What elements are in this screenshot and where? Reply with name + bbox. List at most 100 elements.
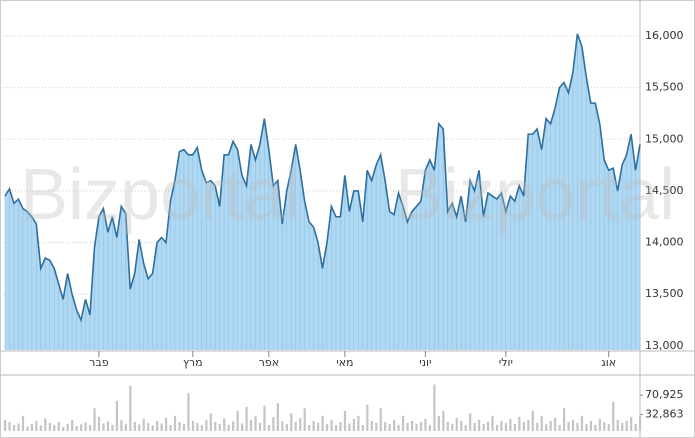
volume-bar — [129, 385, 132, 431]
volume-bar — [330, 419, 333, 431]
volume-bar — [513, 423, 516, 431]
volume-bar — [460, 420, 463, 431]
volume-bar — [191, 420, 195, 431]
volume-bar — [267, 424, 271, 431]
volume-bar — [294, 421, 297, 431]
volume-bar — [93, 408, 96, 431]
volume-bar — [151, 425, 154, 431]
volume-bar — [232, 421, 235, 431]
volume-bar — [187, 393, 190, 431]
volume-bar — [361, 424, 364, 431]
volume-bar — [536, 422, 539, 431]
volume-bar — [455, 417, 458, 431]
volume-bar — [469, 413, 472, 431]
volume-bar — [35, 420, 38, 431]
x-tick-label: מרץ — [183, 356, 203, 369]
volume-bar — [160, 423, 163, 431]
volume-bar — [522, 421, 525, 431]
volume-bar — [500, 420, 503, 431]
volume-bar — [567, 421, 570, 431]
volume-bar — [379, 408, 382, 431]
volume-bar — [388, 423, 391, 431]
volume-bar — [120, 419, 123, 431]
volume-bar — [12, 424, 16, 431]
volume-tick-label: 70,925 — [645, 388, 684, 401]
volume-bar — [124, 423, 127, 431]
volume-bar — [558, 424, 561, 431]
volume-bar — [393, 419, 396, 431]
volume-bar — [88, 424, 92, 431]
volume-bar — [630, 416, 633, 431]
volume-bar — [178, 421, 181, 431]
y-tick-label: 14,000 — [645, 236, 684, 249]
volume-bar — [39, 425, 42, 431]
x-tick-label: יולי — [499, 356, 513, 369]
volume-bar — [236, 410, 239, 431]
volume-bar — [115, 400, 118, 431]
volume-bar — [75, 425, 78, 431]
volume-bar — [276, 403, 279, 431]
volume-bar — [334, 424, 338, 431]
volume-bar — [612, 401, 615, 431]
volume-bar — [196, 422, 199, 431]
volume-bar — [249, 419, 253, 431]
volume-bar — [285, 423, 288, 431]
volume-bar — [562, 408, 566, 431]
volume-bar — [343, 410, 347, 431]
y-tick-label: 16,000 — [645, 29, 684, 42]
volume-bar — [8, 421, 11, 431]
volume-bar — [603, 421, 606, 431]
volume-bar — [576, 422, 579, 431]
volume-bar — [616, 419, 619, 431]
volume-bar — [451, 423, 454, 431]
x-tick-label: מאי — [336, 356, 353, 369]
volume-bar — [263, 405, 266, 431]
volume-tick-label: 32,863 — [645, 407, 684, 420]
volume-bar — [491, 415, 494, 431]
y-tick-label: 14,500 — [645, 184, 684, 197]
volume-bar — [464, 424, 467, 431]
volume-bar — [21, 415, 25, 431]
volume-bar — [540, 415, 543, 431]
volume-bar — [531, 410, 534, 431]
volume-bar — [214, 421, 217, 431]
volume-bar — [241, 423, 244, 431]
volume-bar — [442, 410, 445, 431]
volume-bar — [433, 384, 436, 431]
volume-bar — [312, 420, 315, 431]
volume-bar — [639, 415, 642, 431]
volume-bar — [227, 424, 230, 431]
volume-bar — [509, 418, 512, 431]
volume-bar — [554, 417, 557, 431]
volume-bar — [621, 422, 624, 431]
volume-bar — [223, 418, 226, 431]
volume-bar — [375, 422, 378, 431]
volume-bar — [419, 421, 423, 431]
watermark: Bizportal — [20, 155, 300, 235]
y-tick-label: 15,000 — [645, 132, 684, 145]
volume-bar — [30, 423, 34, 431]
volume-bar — [111, 424, 114, 431]
volume-bar — [495, 424, 499, 431]
volume-bar — [366, 404, 369, 431]
volume-bar — [598, 418, 601, 431]
volume-bar — [473, 422, 476, 431]
volume-bar — [182, 423, 186, 431]
volume-bar — [169, 424, 172, 431]
y-tick-label: 13,000 — [645, 339, 684, 352]
volume-bar — [370, 420, 373, 431]
volume-bar — [53, 424, 56, 431]
volume-bar — [428, 424, 432, 431]
price-area — [5, 33, 640, 351]
volume-bar — [585, 423, 588, 431]
volume-bar — [281, 420, 284, 431]
volume-bar — [478, 419, 481, 431]
volume-bar — [290, 413, 293, 431]
volume-bar — [57, 421, 60, 431]
volume-bar — [594, 424, 597, 431]
volume-bar — [410, 420, 414, 431]
volume-bar — [518, 416, 521, 431]
volume-bar — [401, 415, 405, 431]
x-tick-label: פבר — [89, 356, 109, 369]
x-tick-label: אפר — [259, 356, 279, 369]
